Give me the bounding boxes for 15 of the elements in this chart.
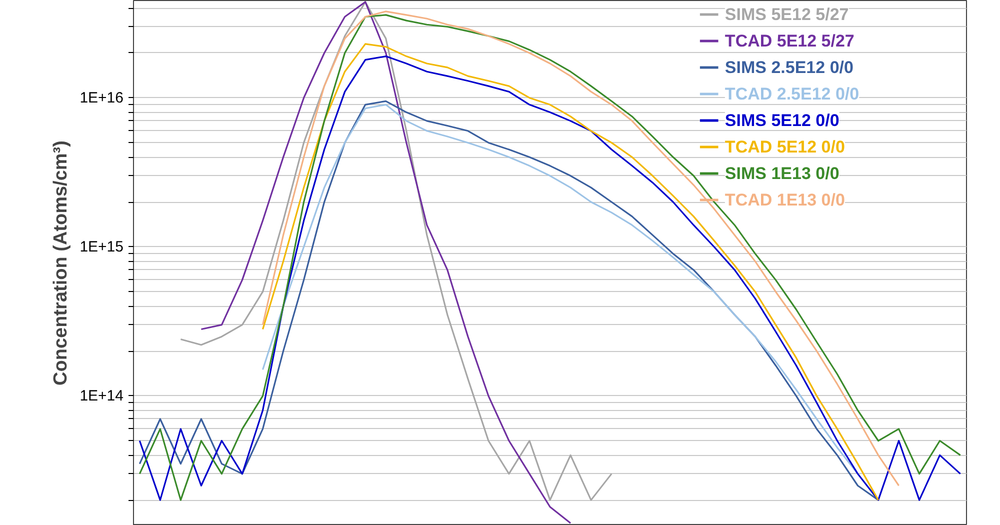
legend-label: SIMS 2.5E12 0/0: [724, 58, 854, 77]
y-axis-title: Concentration (Atoms/cm³): [50, 140, 72, 386]
legend-label: SIMS 1E13 0/0: [724, 164, 840, 183]
legend-label: TCAD 2.5E12 0/0: [724, 84, 860, 104]
y-tick-label: 1E+16: [80, 89, 124, 106]
legend-label: TCAD 5E12 5/27: [724, 32, 854, 50]
legend-label: TCAD 1E13 0/0: [724, 190, 845, 210]
line-series: [138, 100, 880, 501]
legend-label: SIMS 5E12 5/27: [724, 5, 849, 24]
legend-label: SIMS 5E12 0/0: [724, 111, 840, 130]
legend-label: TCAD 5E12 0/0: [724, 138, 845, 156]
line-series: [180, 1, 612, 501]
y-tick-label: 1E+14: [80, 387, 124, 404]
line-series: [200, 1, 572, 524]
y-tick-label: 1E+15: [80, 238, 124, 256]
